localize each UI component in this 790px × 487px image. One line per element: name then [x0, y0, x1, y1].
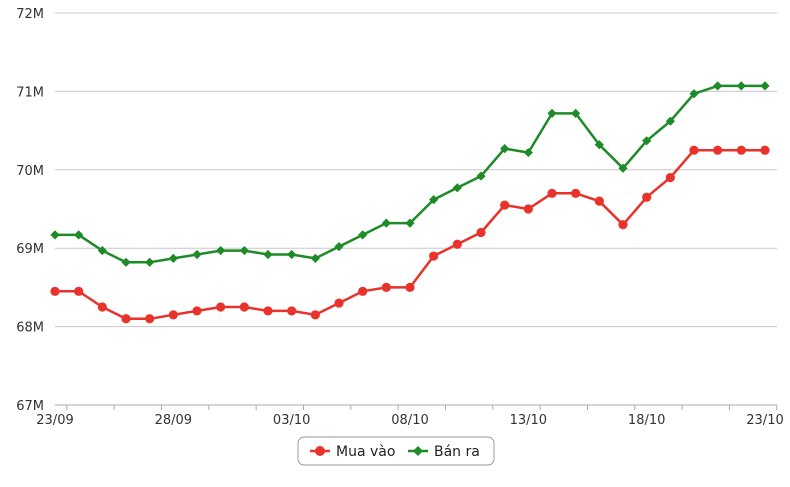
- data-point[interactable]: [736, 81, 746, 91]
- data-point[interactable]: [571, 108, 581, 118]
- x-tick-label: 28/09: [155, 413, 192, 428]
- legend-item[interactable]: Bán ra: [408, 444, 480, 460]
- data-point[interactable]: [263, 306, 273, 316]
- data-point[interactable]: [358, 230, 368, 240]
- legend-label: Mua vào: [336, 444, 395, 460]
- legend-box: [297, 436, 495, 466]
- data-point[interactable]: [287, 306, 297, 316]
- x-tick-label: 08/10: [391, 413, 428, 428]
- data-point[interactable]: [523, 204, 533, 214]
- legend-label: Bán ra: [434, 444, 480, 460]
- data-point[interactable]: [547, 108, 557, 118]
- data-point[interactable]: [500, 200, 510, 210]
- x-tick-label: 23/10: [746, 413, 783, 428]
- legend-marker: [315, 446, 325, 456]
- data-point[interactable]: [263, 249, 273, 260]
- data-point[interactable]: [121, 257, 131, 267]
- data-point[interactable]: [689, 145, 699, 155]
- data-point[interactable]: [642, 192, 652, 202]
- data-point[interactable]: [216, 245, 226, 256]
- series-line: [55, 148, 765, 321]
- data-point[interactable]: [145, 314, 155, 324]
- y-tick-label: 71M: [16, 85, 44, 100]
- data-point[interactable]: [50, 230, 60, 240]
- data-point[interactable]: [239, 245, 249, 256]
- data-point[interactable]: [97, 302, 107, 312]
- data-point[interactable]: [216, 302, 226, 312]
- data-point[interactable]: [168, 253, 178, 263]
- data-point[interactable]: [310, 310, 320, 320]
- data-point[interactable]: [547, 188, 557, 198]
- data-point[interactable]: [405, 282, 415, 292]
- data-point[interactable]: [381, 218, 391, 228]
- data-point[interactable]: [381, 282, 391, 292]
- data-point[interactable]: [97, 245, 107, 256]
- data-point[interactable]: [665, 116, 675, 126]
- legend-item[interactable]: Mua vào: [310, 444, 395, 460]
- axes: 67M 68M 69M 70M 71M 72M 23/09 28/09 03/10 08/10 13…: [16, 7, 784, 428]
- data-point[interactable]: [665, 173, 675, 183]
- data-point[interactable]: [476, 227, 486, 238]
- data-point[interactable]: [145, 257, 155, 267]
- data-point[interactable]: [760, 81, 770, 91]
- data-point[interactable]: [760, 145, 770, 155]
- x-tick-label: 13/10: [510, 413, 547, 428]
- x-tick-label: 03/10: [273, 413, 310, 428]
- data-point[interactable]: [287, 249, 297, 260]
- data-point[interactable]: [736, 145, 746, 155]
- data-point[interactable]: [334, 242, 344, 252]
- legend[interactable]: Mua vào Bán ra: [297, 436, 495, 466]
- data-point[interactable]: [571, 188, 581, 198]
- y-tick-label: 69M: [16, 242, 44, 257]
- series-buy: [50, 145, 770, 324]
- data-point[interactable]: [594, 196, 604, 206]
- data-point[interactable]: [476, 171, 486, 181]
- data-point[interactable]: [500, 144, 510, 154]
- data-point[interactable]: [713, 81, 723, 91]
- data-point[interactable]: [334, 298, 344, 308]
- data-point[interactable]: [121, 314, 131, 324]
- data-point[interactable]: [713, 145, 723, 155]
- data-point[interactable]: [594, 140, 604, 150]
- data-point[interactable]: [74, 230, 84, 240]
- data-point[interactable]: [618, 220, 628, 230]
- data-point[interactable]: [192, 306, 202, 316]
- y-tick-label: 68M: [16, 321, 44, 336]
- legend-marker: [413, 446, 423, 456]
- data-point[interactable]: [192, 249, 202, 260]
- series-sell: [50, 81, 770, 267]
- x-tick-label: 18/10: [628, 413, 665, 428]
- data-point[interactable]: [405, 218, 415, 228]
- data-point[interactable]: [523, 147, 533, 158]
- data-point[interactable]: [74, 286, 84, 296]
- data-point[interactable]: [689, 89, 699, 99]
- grid: [55, 12, 777, 406]
- data-point[interactable]: [429, 194, 439, 205]
- x-tick-label: 23/09: [36, 413, 73, 428]
- y-tick-label: 70M: [16, 164, 44, 179]
- series-line: [55, 84, 765, 264]
- data-point[interactable]: [50, 286, 60, 296]
- data-point[interactable]: [310, 253, 320, 263]
- y-tick-label: 72M: [16, 7, 44, 22]
- series-layer: [50, 81, 770, 324]
- data-point[interactable]: [452, 183, 462, 193]
- data-point[interactable]: [642, 136, 652, 146]
- data-point[interactable]: [452, 239, 462, 249]
- data-point[interactable]: [618, 163, 628, 173]
- data-point[interactable]: [239, 302, 249, 312]
- data-point[interactable]: [429, 251, 439, 261]
- data-point[interactable]: [168, 310, 178, 320]
- y-tick-label: 67M: [16, 399, 44, 414]
- data-point[interactable]: [358, 286, 368, 296]
